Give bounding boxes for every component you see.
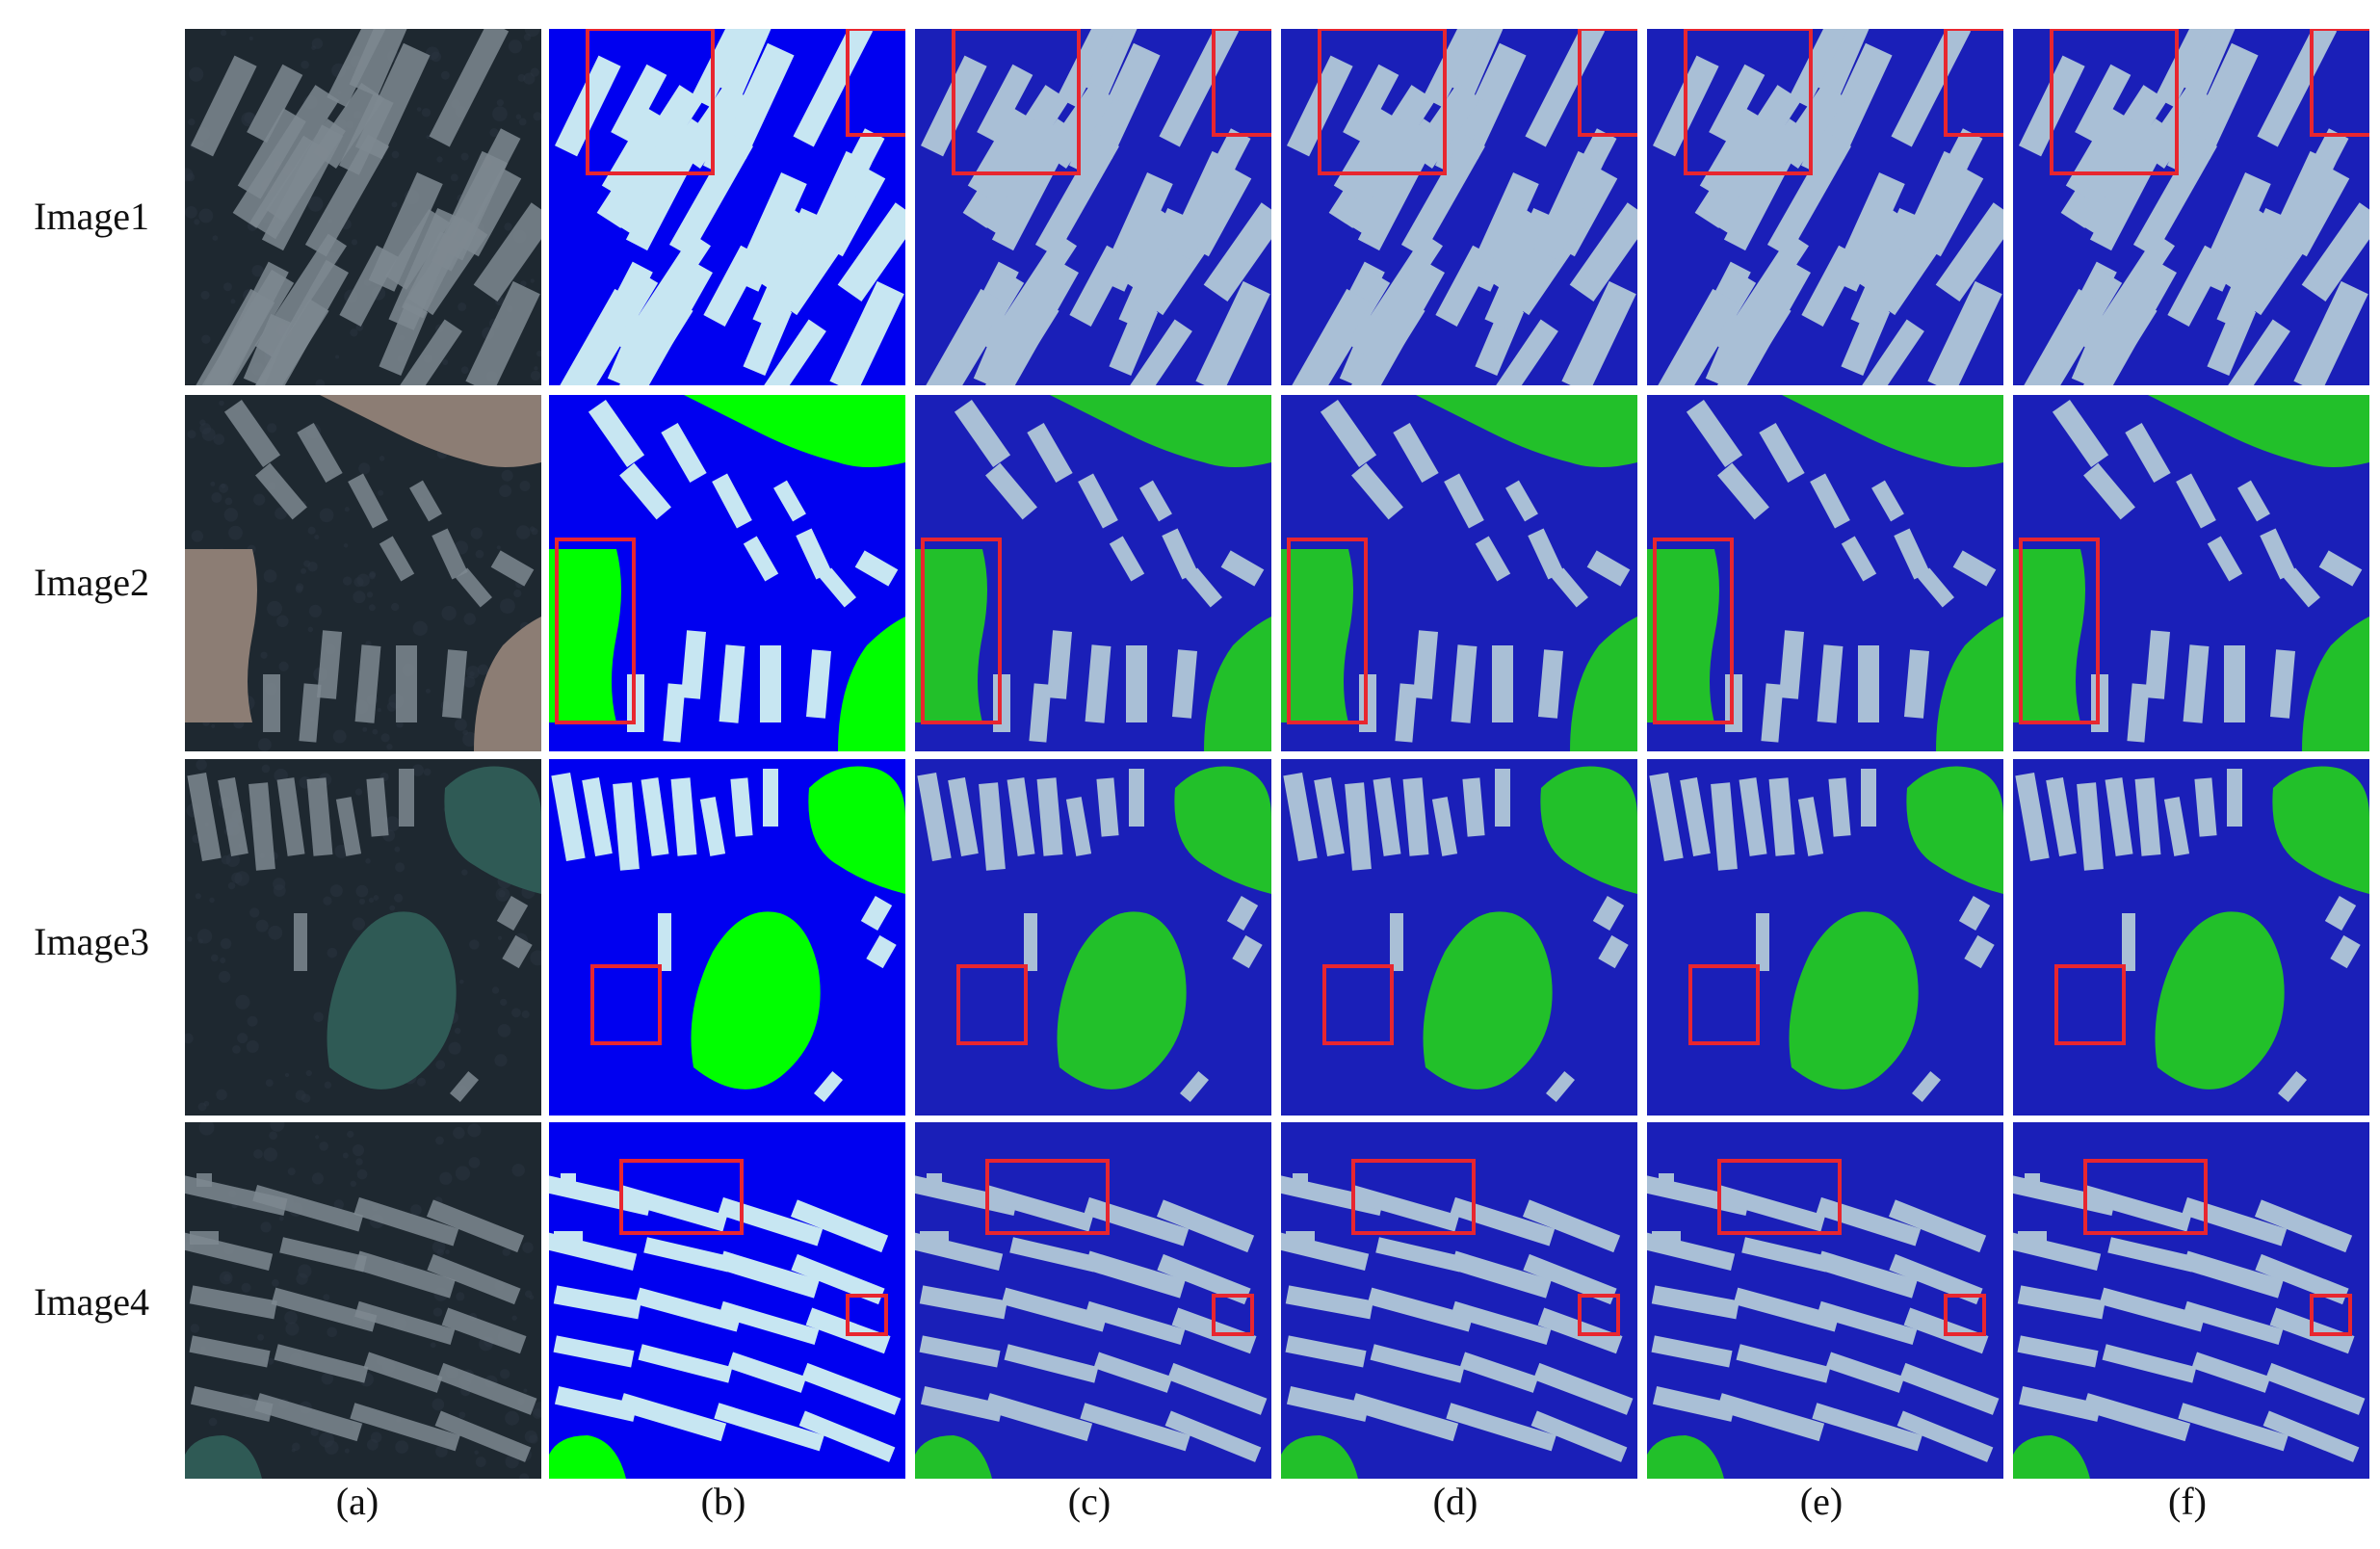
segmentation-map (915, 395, 1271, 751)
panel-image4-d (1281, 1122, 1637, 1479)
panel-image1-b (549, 29, 905, 385)
segmentation-map (915, 1122, 1271, 1479)
panel-image3-f (2013, 759, 2369, 1116)
row-label-image4: Image4 (34, 1280, 149, 1324)
column-label-c: (c) (1067, 1480, 1112, 1523)
panel-image3-a (185, 759, 541, 1116)
segmentation-map (1647, 1122, 2003, 1479)
segmentation-map (549, 29, 905, 385)
column-label-f: (f) (2168, 1480, 2207, 1523)
segmentation-map (915, 29, 1271, 385)
panel-image2-a (185, 395, 541, 751)
segmentation-map (2013, 395, 2369, 751)
panel-image2-e (1647, 395, 2003, 751)
segmentation-map (1647, 759, 2003, 1116)
panel-image3-d (1281, 759, 1637, 1116)
segmentation-map (1281, 759, 1637, 1116)
segmentation-map (2013, 759, 2369, 1116)
row-label-image1: Image1 (34, 195, 149, 238)
column-label-a: (a) (335, 1480, 379, 1523)
row-label-image3: Image3 (34, 920, 149, 963)
satellite-photo (185, 759, 541, 1116)
panel-image3-c (915, 759, 1271, 1116)
segmentation-map (2013, 29, 2369, 385)
panel-image4-b (549, 1122, 905, 1479)
panel-image1-d (1281, 29, 1637, 385)
panel-image1-f (2013, 29, 2369, 385)
panel-image2-b (549, 395, 905, 751)
segmentation-map (1281, 29, 1637, 385)
segmentation-map (549, 1122, 905, 1479)
panel-image2-d (1281, 395, 1637, 751)
column-label-b: (b) (700, 1480, 746, 1523)
panel-image4-a (185, 1122, 541, 1479)
panel-image1-e (1647, 29, 2003, 385)
segmentation-map (1281, 1122, 1637, 1479)
panel-image3-e (1647, 759, 2003, 1116)
segmentation-map (549, 759, 905, 1116)
segmentation-map (549, 395, 905, 751)
panel-image2-c (915, 395, 1271, 751)
row-label-image2: Image2 (34, 561, 149, 604)
panel-image4-c (915, 1122, 1271, 1479)
column-label-e: (e) (1799, 1480, 1844, 1523)
segmentation-map (1647, 29, 2003, 385)
panel-image4-f (2013, 1122, 2369, 1479)
segmentation-map (915, 759, 1271, 1116)
panel-image2-f (2013, 395, 2369, 751)
satellite-photo (185, 29, 541, 385)
segmentation-map (1647, 395, 2003, 751)
satellite-photo (185, 395, 541, 751)
segmentation-map (2013, 1122, 2369, 1479)
panel-image1-a (185, 29, 541, 385)
panel-image3-b (549, 759, 905, 1116)
column-label-d: (d) (1432, 1480, 1478, 1523)
segmentation-map (1281, 395, 1637, 751)
satellite-photo (185, 1122, 541, 1479)
panel-image1-c (915, 29, 1271, 385)
panel-image4-e (1647, 1122, 2003, 1479)
